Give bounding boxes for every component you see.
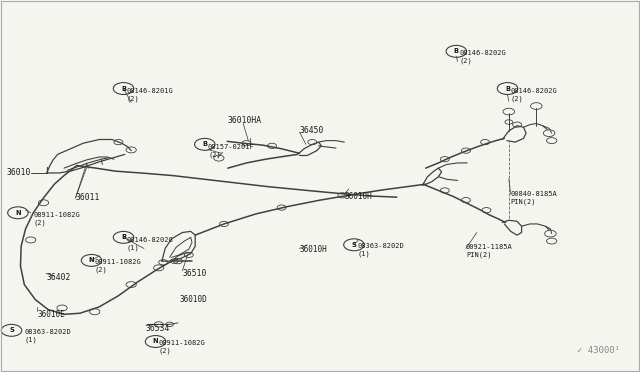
Text: 36010E: 36010E — [37, 310, 65, 319]
Text: B: B — [121, 234, 126, 240]
Text: N: N — [153, 339, 158, 344]
Text: 08146-8202G
(2): 08146-8202G (2) — [460, 49, 506, 64]
Text: N: N — [15, 210, 20, 216]
Text: S: S — [351, 242, 356, 248]
Text: 36010: 36010 — [6, 169, 31, 177]
Text: 36010HA: 36010HA — [227, 116, 261, 125]
Text: 08911-1082G
(2): 08911-1082G (2) — [95, 259, 141, 273]
Text: ✓ 43000¹: ✓ 43000¹ — [577, 346, 620, 355]
Text: 08911-1082G
(2): 08911-1082G (2) — [159, 340, 205, 354]
Text: S: S — [9, 327, 14, 333]
Text: 08146-8202G
(2): 08146-8202G (2) — [511, 88, 557, 102]
Text: B: B — [121, 86, 126, 92]
Text: 00840-8185A
PIN(2): 00840-8185A PIN(2) — [511, 191, 557, 205]
Text: 36534: 36534 — [146, 324, 170, 333]
Text: 36450: 36450 — [300, 126, 324, 135]
Text: 36011: 36011 — [76, 193, 100, 202]
Text: 08157-0201F
(2): 08157-0201F (2) — [208, 144, 255, 158]
Text: 08146-8201G
(2): 08146-8201G (2) — [127, 88, 173, 102]
Text: 08363-8202D
(1): 08363-8202D (1) — [357, 243, 404, 257]
Text: 36010H: 36010H — [344, 192, 372, 201]
Text: 08146-8202G
(1): 08146-8202G (1) — [127, 237, 173, 251]
Text: 36402: 36402 — [46, 273, 70, 282]
Text: B: B — [454, 48, 459, 54]
Text: 36010D: 36010D — [179, 295, 207, 304]
Text: 36010H: 36010H — [300, 246, 327, 254]
Text: B: B — [202, 141, 207, 147]
Text: 08363-8202D
(1): 08363-8202D (1) — [24, 329, 71, 343]
Text: B: B — [505, 86, 510, 92]
Text: N: N — [89, 257, 94, 263]
Text: 36510: 36510 — [182, 269, 207, 278]
Text: 08911-1082G
(2): 08911-1082G (2) — [33, 212, 80, 227]
Text: 00921-1185A
PIN(2): 00921-1185A PIN(2) — [466, 244, 513, 258]
